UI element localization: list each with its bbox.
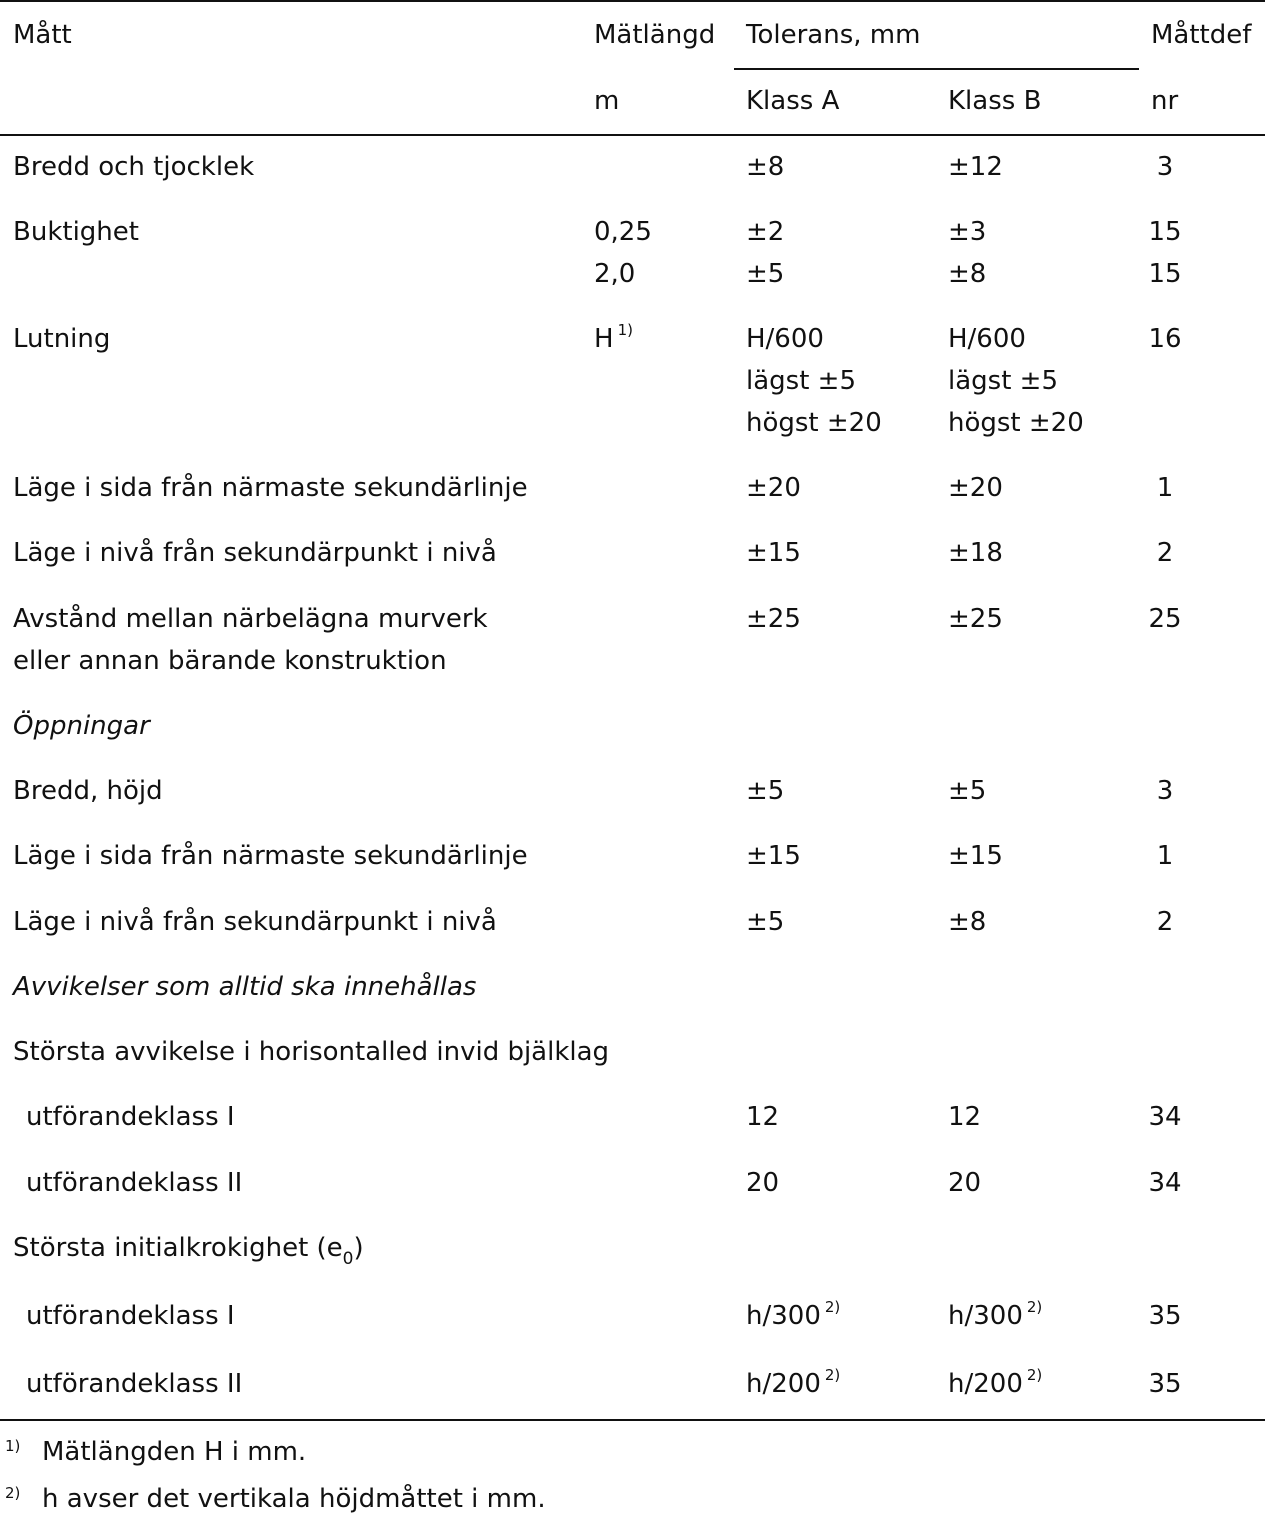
row-label: utförandeklass II — [26, 1168, 243, 1198]
footnote-text: h avser det vertikala höjdmåttet i mm. — [42, 1484, 546, 1514]
tolerance-group-rule — [734, 68, 1139, 70]
cell-mattdef: 16 — [1148, 324, 1182, 354]
cell-matlangd: 0,25 — [594, 217, 652, 247]
header-matlangd: Mätlängd — [594, 20, 716, 50]
row-label: Läge i nivå från sekundärpunkt i nivå — [13, 907, 497, 937]
cell-klass-b: ±20 — [948, 473, 1003, 503]
cell-mattdef: 15 — [1148, 259, 1182, 289]
row-label: Största initialkrokighet (e0) — [13, 1233, 364, 1269]
cell-klass-b: H/600 — [948, 324, 1026, 354]
footnote-mark: 2) — [5, 1484, 21, 1502]
cell-klass-a: H/600 — [746, 324, 824, 354]
cell-klass-b: ±8 — [948, 907, 987, 937]
row-label: Lutning — [13, 324, 111, 354]
footnote-ref: 1) — [617, 321, 633, 339]
footnote-ref: 2) — [1026, 1298, 1043, 1316]
cell-mattdef: 34 — [1148, 1102, 1182, 1132]
row-label: Avstånd mellan närbelägna murverk — [13, 604, 488, 634]
row-label: Bredd, höjd — [13, 776, 163, 806]
cell-klass-b: högst ±20 — [948, 408, 1084, 438]
cell-klass-b: ±5 — [948, 776, 987, 806]
cell-klass-b: ±12 — [948, 152, 1003, 182]
cell-mattdef: 3 — [1156, 776, 1174, 806]
header-unit-m: m — [594, 86, 620, 116]
cell-klass-b: ±15 — [948, 841, 1003, 871]
row-label: Buktighet — [13, 217, 139, 247]
cell-klass-b: lägst ±5 — [948, 366, 1058, 396]
cell-mattdef: 35 — [1148, 1301, 1182, 1331]
cell-mattdef: 35 — [1148, 1369, 1182, 1399]
cell-klass-a: ±5 — [746, 907, 785, 937]
row-label: Läge i sida från närmaste sekundärlinje — [13, 473, 528, 503]
row-label: Största avvikelse i horisontalled invid … — [13, 1037, 610, 1067]
cell-klass-b: h/300 2) — [948, 1298, 1043, 1331]
footnote-ref: 2) — [1026, 1366, 1043, 1384]
footnote-ref: 2) — [824, 1298, 841, 1316]
cell-klass-b: h/200 2) — [948, 1366, 1043, 1399]
cell-klass-a: h/300 2) — [746, 1298, 841, 1331]
cell-klass-a: 20 — [746, 1168, 780, 1198]
cell-mattdef: 25 — [1148, 604, 1182, 634]
table-bottom-rule — [0, 1419, 1265, 1421]
cell-klass-a: högst ±20 — [746, 408, 882, 438]
cell-klass-a: 12 — [746, 1102, 780, 1132]
header-mattdef: Måttdef — [1151, 20, 1252, 50]
header-klass-a: Klass A — [746, 86, 840, 116]
cell-mattdef: 34 — [1148, 1168, 1182, 1198]
cell-klass-b: ±25 — [948, 604, 1003, 634]
subscript: 0 — [342, 1249, 354, 1269]
cell-klass-b: 12 — [948, 1102, 982, 1132]
cell-mattdef: 2 — [1156, 538, 1174, 568]
cell-klass-a: ±5 — [746, 259, 785, 289]
footnote-mark: 1) — [5, 1437, 21, 1455]
footnote-text: Mätlängden H i mm. — [42, 1437, 307, 1467]
row-label: utförandeklass I — [26, 1102, 235, 1132]
header-klass-b: Klass B — [948, 86, 1042, 116]
header-bottom-rule — [0, 134, 1265, 136]
cell-klass-b: ±3 — [948, 217, 987, 247]
section-heading: Öppningar — [13, 711, 150, 741]
cell-klass-a: ±8 — [746, 152, 785, 182]
cell-klass-a: ±15 — [746, 538, 801, 568]
cell-klass-b: ±8 — [948, 259, 987, 289]
cell-matlangd: H 1) — [594, 321, 633, 354]
row-label: utförandeklass I — [26, 1301, 235, 1331]
cell-klass-a: h/200 2) — [746, 1366, 841, 1399]
cell-klass-a: ±15 — [746, 841, 801, 871]
cell-klass-b: ±18 — [948, 538, 1003, 568]
row-label: Bredd och tjocklek — [13, 152, 255, 182]
row-label-cont: eller annan bärande konstruktion — [13, 646, 447, 676]
header-matt: Mått — [13, 20, 72, 50]
cell-matlangd: 2,0 — [594, 259, 636, 289]
header-unit-nr: nr — [1151, 86, 1179, 116]
footnote-ref: 2) — [824, 1366, 841, 1384]
row-label: Läge i sida från närmaste sekundärlinje — [13, 841, 528, 871]
cell-klass-a: ±25 — [746, 604, 801, 634]
cell-mattdef: 3 — [1156, 152, 1174, 182]
section-heading: Avvikelser som alltid ska innehållas — [13, 972, 477, 1002]
cell-mattdef: 1 — [1156, 473, 1174, 503]
row-label: utförandeklass II — [26, 1369, 243, 1399]
cell-klass-a: ±5 — [746, 776, 785, 806]
cell-klass-a: lägst ±5 — [746, 366, 856, 396]
cell-klass-a: ±20 — [746, 473, 801, 503]
header-tolerans: Tolerans, mm — [746, 20, 921, 50]
cell-mattdef: 15 — [1148, 217, 1182, 247]
cell-mattdef: 2 — [1156, 907, 1174, 937]
table-top-rule — [0, 0, 1265, 2]
cell-mattdef: 1 — [1156, 841, 1174, 871]
row-label: Läge i nivå från sekundärpunkt i nivå — [13, 538, 497, 568]
cell-klass-a: ±2 — [746, 217, 785, 247]
cell-klass-b: 20 — [948, 1168, 982, 1198]
